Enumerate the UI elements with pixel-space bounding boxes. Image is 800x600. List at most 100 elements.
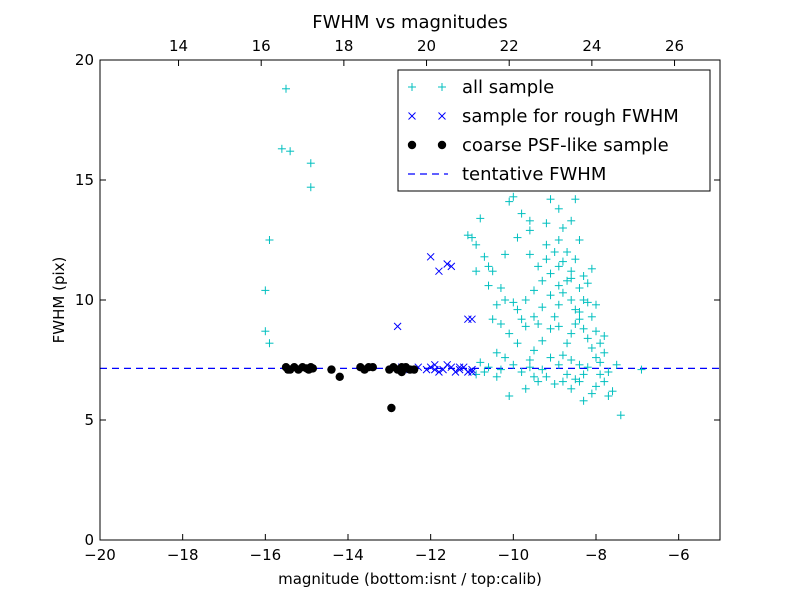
data-point: [335, 372, 344, 381]
data-point: [596, 339, 605, 348]
data-point: [496, 365, 505, 374]
x-tick-label: −16: [250, 546, 282, 564]
data-point: [525, 356, 534, 364]
data-point: [538, 303, 547, 312]
data-point: [492, 372, 501, 381]
top-x-tick-label: 24: [582, 37, 601, 55]
data-point: [567, 384, 576, 393]
top-x-tick-label: 14: [169, 37, 188, 55]
data-point: [563, 339, 572, 348]
legend-label: tentative FWHM: [462, 164, 606, 185]
data-point: [472, 267, 481, 276]
data-point: [525, 363, 534, 372]
legend: all sample sample for rough FWHM coarse PS…: [397, 69, 711, 192]
data-point: [542, 255, 551, 264]
series-1: [393, 252, 476, 376]
data-point: [521, 322, 530, 331]
data-point: [534, 377, 543, 386]
y-tick-label: 5: [84, 411, 94, 429]
x-tick-label: −14: [332, 546, 364, 564]
legend-label: sample for rough FWHM: [462, 106, 679, 127]
data-point: [637, 365, 646, 374]
data-point: [496, 320, 505, 328]
data-point: [261, 286, 270, 295]
data-point: [583, 298, 592, 307]
data-point: [530, 372, 538, 381]
data-point: [534, 320, 543, 328]
data-point: [455, 363, 464, 372]
data-point: [447, 262, 456, 271]
data-point: [587, 389, 596, 398]
data-point: [480, 252, 489, 261]
data-point: [567, 274, 576, 283]
x-tick-label: −20: [84, 546, 116, 564]
data-point: [604, 392, 613, 400]
data-point: [509, 360, 518, 369]
data-point: [587, 264, 596, 273]
legend-item: tentative FWHM: [408, 164, 606, 185]
data-point: [571, 195, 580, 204]
x-tick-label: −10: [498, 546, 530, 564]
data-point: [546, 269, 555, 278]
x-tick-label: −12: [415, 546, 447, 564]
data-point: [265, 339, 274, 348]
legend-label: coarse PSF-like sample: [462, 135, 669, 156]
data-point: [579, 396, 588, 405]
data-point: [558, 257, 567, 266]
data-point: [554, 360, 563, 369]
data-point: [538, 336, 547, 345]
axes-layer: −20 −18 −16 −14 −12 −10 −8 −6 0 5 10 15 20 14 16 18 20 22…: [75, 37, 721, 564]
data-point: [579, 296, 588, 304]
top-x-tick-label: 20: [417, 37, 436, 55]
data-point: [608, 387, 617, 396]
data-point: [525, 250, 534, 259]
data-point: [517, 315, 526, 324]
data-point: [554, 322, 563, 331]
data-point: [575, 308, 584, 316]
data-point: [472, 370, 481, 379]
data-point: [604, 368, 613, 376]
data-point: [596, 358, 605, 367]
data-point: [575, 284, 584, 292]
y-tick-label: 20: [75, 51, 94, 69]
data-point: [616, 411, 625, 420]
data-point: [521, 296, 530, 304]
data-point: [468, 365, 476, 374]
data-point: [554, 204, 563, 213]
plot-area: [100, 75, 720, 420]
data-point: [265, 236, 274, 244]
data-point: [587, 344, 596, 352]
data-point: [583, 363, 592, 372]
data-point: [492, 348, 501, 357]
data-point: [286, 147, 295, 156]
data-point: [571, 255, 580, 264]
data-point: [538, 365, 547, 374]
data-point: [550, 248, 559, 256]
data-point: [484, 363, 493, 372]
data-point: [530, 286, 538, 295]
data-point: [546, 195, 555, 204]
data-point: [517, 209, 526, 218]
data-point: [430, 365, 439, 374]
data-point: [534, 262, 543, 271]
legend-label: all sample: [462, 77, 554, 98]
data-point: [435, 267, 443, 276]
data-point: [554, 236, 563, 244]
legend-item: all sample: [408, 77, 554, 98]
data-point: [468, 233, 476, 242]
data-point: [426, 363, 435, 372]
data-point: [542, 240, 551, 249]
data-point: [575, 315, 584, 324]
data-point: [521, 384, 530, 393]
top-x-tick-label: 26: [665, 37, 684, 55]
data-point: [546, 324, 555, 333]
data-point: [600, 377, 609, 386]
data-point: [571, 375, 580, 384]
data-point: [387, 403, 396, 413]
data-point: [571, 305, 580, 314]
data-point: [579, 324, 588, 333]
data-point: [501, 296, 510, 304]
data-point: [563, 370, 572, 379]
data-point: [558, 224, 567, 232]
data-point: [505, 329, 514, 338]
